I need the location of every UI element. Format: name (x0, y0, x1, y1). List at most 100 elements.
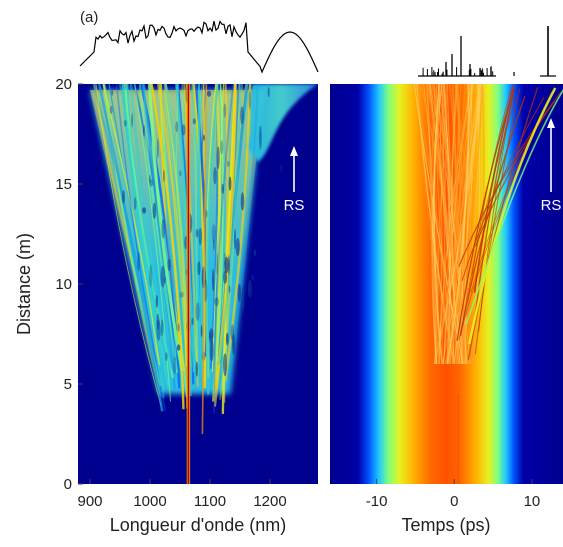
continuum-speckle (280, 164, 283, 173)
continuum-filament (201, 84, 208, 435)
continuum-filament (216, 84, 224, 362)
continuum-filament (213, 84, 235, 414)
continuum-speckle (177, 323, 180, 332)
continuum-speckle (173, 356, 177, 375)
continuum-speckle (123, 119, 127, 127)
temporal-fringe (439, 84, 448, 365)
soliton-trajectory (459, 95, 526, 337)
y-tick-label: 10 (55, 276, 72, 293)
distance-y-axis-label: Distance (m) (14, 233, 34, 335)
continuum-filament (118, 84, 165, 399)
continuum-speckle (195, 361, 198, 377)
continuum-speckle (228, 254, 230, 276)
x-tick-label: 1000 (133, 493, 166, 510)
temporal-fringe (441, 84, 447, 365)
continuum-speckle (161, 219, 166, 239)
continuum-filament (192, 84, 207, 389)
continuum-speckle (223, 353, 227, 377)
temporal-fringe (437, 84, 471, 365)
soliton-trajectory (460, 95, 517, 333)
continuum-speckle (155, 294, 158, 308)
y-tick-label: 20 (55, 76, 72, 93)
continuum-speckle (226, 160, 230, 167)
continuum-speckle (213, 167, 217, 185)
spectrum-profile-line (79, 20, 319, 74)
panel-label: (a) (80, 9, 98, 26)
temporal-fringe (451, 84, 461, 365)
soliton-trajectory (471, 87, 512, 275)
spectral-heatmap (90, 84, 318, 484)
continuum-filament (115, 84, 167, 412)
continuum-speckle (214, 297, 219, 307)
temporal-fringe (446, 84, 470, 365)
continuum-speckle (109, 105, 113, 114)
continuum-speckle (137, 251, 140, 272)
continuum-speckle (179, 291, 184, 298)
spectral-x-axis: 900 1000 1100 1200 (77, 479, 287, 510)
continuum-speckle (212, 268, 215, 292)
continuum-speckle (200, 325, 203, 338)
continuum-speckle (149, 179, 153, 187)
temporal-fringe (442, 84, 451, 365)
continuum-speckle (122, 190, 125, 204)
continuum-speckle (224, 256, 229, 274)
continuum-speckle (209, 328, 214, 341)
continuum-filament (214, 84, 237, 389)
spectral-x-axis-label: Longueur d'onde (nm) (110, 515, 287, 535)
continuum-speckle (240, 192, 245, 211)
temporal-fringe (457, 84, 462, 365)
continuum-filament (97, 84, 164, 412)
x-tick-label: 1100 (194, 493, 226, 510)
temporal-x-axis: -10 0 10 (366, 479, 541, 510)
temporal-fringe (430, 84, 441, 365)
rs-label-right: RS (541, 197, 562, 214)
continuum-filament (129, 84, 172, 369)
continuum-speckle (179, 170, 182, 177)
continuum-speckle (233, 228, 237, 250)
distance-y-axis: 0 5 10 15 20 (55, 76, 83, 493)
temporal-fringe (437, 84, 478, 365)
continuum-speckle (176, 344, 181, 351)
continuum-speckle (197, 261, 201, 276)
soliton-trajectory (467, 86, 539, 360)
soliton-trajectory (474, 100, 556, 247)
continuum-speckle (235, 238, 240, 257)
x-tick-label: 10 (524, 493, 541, 510)
continuum-speckle (164, 276, 166, 284)
continuum-filament (102, 84, 161, 366)
continuum-speckle (156, 319, 161, 342)
continuum-speckle (224, 252, 226, 275)
continuum-filament (138, 84, 179, 373)
temporal-fringe (438, 84, 443, 365)
continuum-filament (163, 84, 190, 382)
rs-label-left: RS (284, 197, 305, 214)
temporal-heatmap (413, 84, 563, 484)
continuum-speckle (251, 274, 254, 281)
soliton-main (468, 87, 557, 345)
rs-arrowhead-right (547, 118, 555, 128)
continuum-speckle (131, 113, 134, 128)
soliton-main (465, 88, 563, 325)
continuum-speckle (149, 264, 153, 288)
continuum-speckle (213, 238, 215, 251)
continuum-speckle (232, 333, 236, 355)
continuum-filament (95, 84, 162, 406)
continuum-speckle (267, 87, 270, 98)
continuum-speckle (228, 176, 232, 191)
continuum-speckle (191, 317, 194, 325)
continuum-filament (224, 84, 252, 382)
soliton-trajectory (456, 97, 512, 342)
rs-arrowhead-left (290, 146, 298, 156)
continuum-speckle (223, 270, 228, 284)
soliton-trajectory (473, 85, 515, 293)
continuum-filament (217, 84, 242, 365)
x-tick-label: -10 (366, 493, 388, 510)
soliton-trajectory (458, 91, 562, 267)
continuum-speckle (216, 146, 220, 170)
continuum-speckle (198, 227, 202, 246)
continuum-speckle (221, 183, 224, 194)
continuum-speckle (209, 338, 214, 362)
continuum-filament (134, 84, 172, 402)
temporal-fringe (413, 84, 464, 365)
